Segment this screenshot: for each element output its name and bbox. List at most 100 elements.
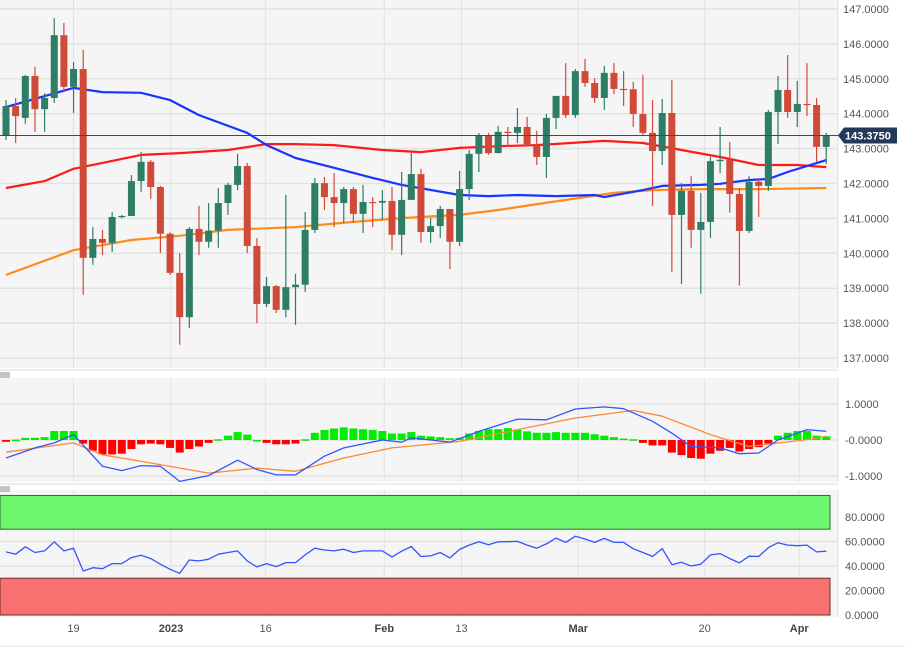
macd-histogram-bar (243, 434, 252, 440)
candle (571, 69, 579, 118)
macd-panel-resize-handle-icon[interactable] (0, 372, 10, 378)
macd-panel-background (0, 378, 838, 482)
candle (253, 237, 261, 324)
rsi-axis-label: 40.0000 (845, 561, 885, 573)
candle (301, 212, 309, 293)
candle-body (398, 199, 406, 235)
price-axis-label: 138.0000 (843, 318, 889, 330)
macd-histogram-bar (445, 438, 454, 440)
macd-axis-label: 1.0000 (845, 399, 879, 411)
candle (263, 277, 271, 308)
macd-histogram-bar (532, 432, 541, 440)
candle-body (523, 126, 531, 146)
price-axis-label: 144.0000 (843, 109, 889, 121)
candle (620, 71, 628, 107)
candle-body (687, 190, 695, 230)
candle (822, 132, 830, 164)
candle (214, 188, 222, 248)
candle-body (716, 159, 724, 162)
candle (195, 205, 203, 256)
macd-histogram-bar (667, 440, 676, 453)
candle-body (330, 197, 338, 204)
macd-histogram-bar (88, 440, 97, 451)
candle (407, 153, 415, 200)
candle-body (629, 89, 637, 115)
candle (678, 183, 685, 285)
macd-histogram-bar (50, 431, 59, 440)
candle-body (600, 72, 608, 98)
candle (485, 132, 492, 155)
candle (629, 81, 637, 127)
candle-body (745, 181, 753, 231)
candle-body (678, 190, 685, 215)
macd-histogram-bar (146, 440, 155, 444)
macd-histogram-bar (281, 440, 290, 445)
macd-histogram-bar (677, 440, 686, 456)
candle-body (813, 104, 821, 147)
candle-body (320, 183, 328, 198)
candle (456, 170, 464, 246)
candle-body (803, 103, 811, 106)
macd-histogram-bar (648, 440, 657, 446)
candle (668, 79, 676, 272)
candle-body (485, 136, 492, 154)
candle-body (427, 226, 435, 233)
candle-body (658, 113, 666, 152)
macd-histogram-bar (793, 431, 802, 440)
candle-body (494, 131, 502, 154)
candle-body (79, 69, 87, 258)
rsi-axis-label: 80.0000 (845, 512, 885, 524)
candle-body (12, 106, 20, 117)
macd-histogram-bar (494, 429, 503, 440)
macd-histogram-bar (98, 440, 107, 455)
candle-body (272, 286, 280, 310)
candle (60, 22, 68, 93)
candle-body (127, 181, 135, 216)
candle (369, 197, 377, 228)
candle-body (706, 161, 714, 222)
candle-body (185, 228, 193, 318)
macd-histogram-bar (552, 432, 561, 440)
candle-body (513, 126, 521, 133)
candle-body (301, 229, 309, 285)
candle (388, 186, 396, 251)
macd-histogram-bar (21, 437, 30, 440)
macd-histogram-bar (571, 432, 580, 440)
candle (513, 108, 521, 144)
candle (533, 130, 541, 166)
candle-body (340, 189, 348, 204)
rsi-panel-resize-handle-icon[interactable] (0, 486, 10, 492)
candle (697, 192, 705, 294)
candle (793, 80, 801, 127)
candle-body (214, 203, 222, 231)
candle-body (388, 200, 396, 235)
candle (523, 116, 531, 146)
candle (600, 65, 608, 110)
macd-histogram-bar (185, 440, 194, 449)
candle (31, 66, 39, 132)
macd-histogram-bar (117, 440, 126, 454)
candle-body (137, 161, 145, 182)
macd-histogram-bar (291, 440, 300, 444)
macd-histogram-bar (426, 436, 435, 440)
candle (176, 252, 184, 345)
macd-histogram-bar (127, 440, 136, 449)
macd-histogram-bar (465, 433, 474, 440)
rsi-axis-label: 0.0000 (845, 610, 879, 622)
candle-body (147, 161, 155, 187)
macd-histogram-bar (802, 431, 811, 440)
macd-histogram-bar (735, 440, 744, 452)
price-axis-label: 141.0000 (843, 213, 889, 225)
candle (99, 229, 106, 256)
macd-histogram-bar (745, 440, 754, 449)
macd-histogram-bar (696, 440, 705, 459)
candle (2, 100, 10, 140)
candle-body (108, 217, 116, 243)
candle (639, 74, 647, 137)
macd-histogram-bar (774, 435, 782, 440)
candle-body (292, 284, 299, 288)
candle-body (89, 238, 97, 258)
price-axis-label: 143.0000 (843, 144, 889, 156)
